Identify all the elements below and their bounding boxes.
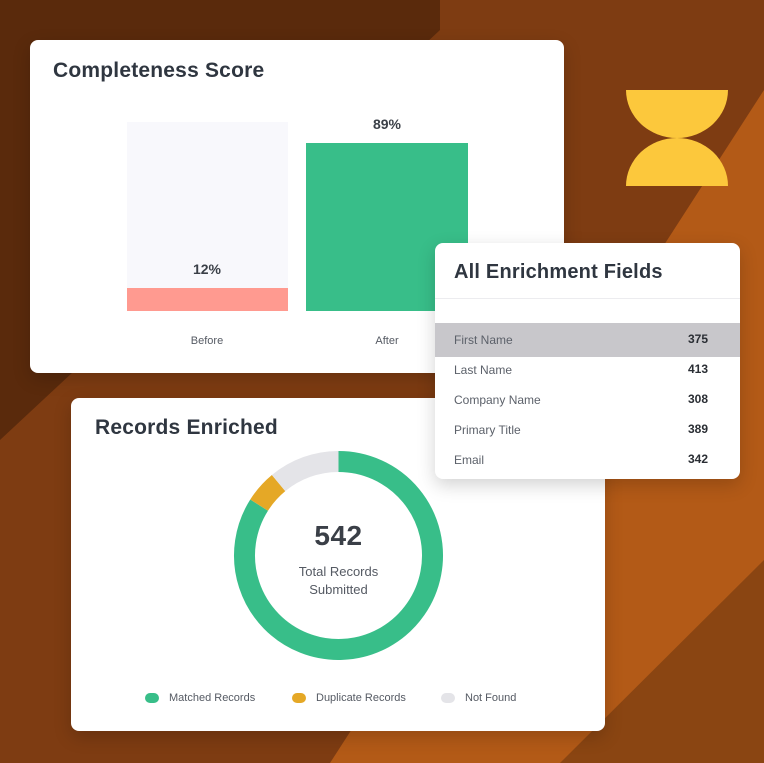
field-name: Email [454, 453, 485, 467]
enrichment-fields-title: All Enrichment Fields [454, 261, 663, 283]
total-records-label: Total Records Submitted [231, 563, 446, 599]
field-row-email[interactable]: Email 342 [435, 443, 740, 477]
field-name: First Name [454, 333, 513, 347]
field-count: 308 [687, 392, 708, 406]
legend-not-found: Not Found [441, 692, 516, 704]
completeness-score-title: Completeness Score [53, 59, 265, 82]
donut-segment-duplicate [250, 474, 286, 512]
donut-segment-matched [234, 451, 443, 660]
field-row-company-name[interactable]: Company Name 308 [435, 383, 740, 417]
enrichment-fields-card: All Enrichment Fields First Name 375 Las… [435, 243, 740, 479]
records-donut-chart [234, 451, 443, 660]
legend-not-found-label: Not Found [465, 692, 517, 704]
bar-after-label: After [375, 335, 399, 347]
bar-before-fill [127, 288, 288, 311]
bar-before-value: 12% [192, 261, 222, 278]
field-name: Last Name [454, 363, 513, 377]
total-records-value: 542 [314, 520, 363, 551]
legend-matched-label: Matched Records [169, 692, 256, 704]
donut-segment-not-found [271, 451, 339, 492]
field-name: Primary Title [454, 423, 521, 437]
bar-after-value: 89% [372, 115, 402, 132]
legend-duplicate-dot [292, 693, 306, 703]
records-enriched-title: Records Enriched [95, 416, 278, 439]
field-row-last-name[interactable]: Last Name 413 [435, 353, 740, 387]
legend-matched: Matched Records [145, 692, 255, 704]
field-row-primary-title[interactable]: Primary Title 389 [435, 413, 740, 447]
field-count: 375 [687, 332, 708, 346]
field-count: 389 [687, 422, 708, 436]
field-name: Company Name [454, 393, 541, 407]
total-records-label-line1: Total Records [298, 564, 379, 579]
legend-duplicate-label: Duplicate Records [316, 692, 406, 704]
bar-before-label: Before [190, 335, 224, 347]
field-count: 413 [687, 362, 708, 376]
legend-not-found-dot [441, 693, 455, 703]
bar-before-track [127, 122, 288, 311]
field-count: 342 [687, 452, 708, 466]
total-records-label-line2: Submitted [309, 582, 368, 597]
legend-duplicate: Duplicate Records [292, 692, 406, 704]
legend-matched-dot [145, 693, 159, 703]
fields-divider [435, 298, 740, 299]
hourglass-logo-icon [626, 90, 728, 186]
field-row-first-name[interactable]: First Name 375 [435, 323, 740, 357]
